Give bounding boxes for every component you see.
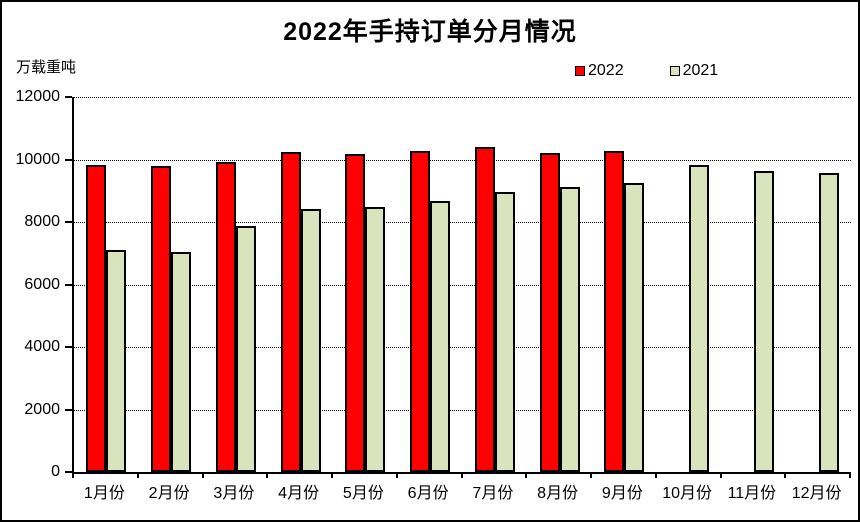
bar-group-7月份 — [463, 97, 528, 472]
x-tick-mark-6 — [460, 472, 463, 478]
x-axis-label-10月份: 10月份 — [662, 485, 713, 502]
x-tick-mark-2 — [201, 472, 204, 478]
bar-2021-4月份 — [300, 208, 321, 472]
bar-group-9月份 — [592, 97, 657, 472]
bar-2022-4月份 — [280, 151, 301, 472]
x-tick-mark-3 — [266, 472, 269, 478]
bar-group-2月份 — [139, 97, 204, 472]
x-axis-label-12月份: 12月份 — [791, 485, 842, 502]
x-tick-mark-11 — [784, 472, 787, 478]
x-tick-mark-8 — [590, 472, 592, 478]
bar-2021-6月份 — [430, 200, 451, 472]
gridline-4000 — [74, 347, 851, 348]
legend-item-2021: 2021 — [669, 62, 719, 80]
y-tick-mark-2000 — [65, 408, 72, 411]
bar-2021-8月份 — [559, 186, 580, 472]
chart-title: 2022年手持订单分月情况 — [283, 18, 577, 46]
y-tick-label-6000: 6000 — [24, 275, 60, 293]
bar-group-1月份 — [74, 97, 139, 472]
bar-group-8月份 — [527, 97, 592, 472]
gridline-2000 — [74, 409, 851, 411]
y-tick-mark-6000 — [65, 283, 72, 286]
bar-group-12月份 — [786, 97, 851, 472]
y-tick-mark-12000 — [65, 96, 72, 98]
bar-group-5月份 — [333, 97, 398, 472]
bar-2021-2月份 — [171, 251, 192, 472]
gridline-6000 — [74, 284, 851, 286]
bar-2022-2月份 — [151, 166, 172, 472]
x-axis-label-1月份: 1月份 — [83, 485, 125, 502]
y-tick-mark-0 — [65, 471, 72, 473]
bar-group-4月份 — [268, 97, 333, 472]
y-tick-label-10000: 10000 — [15, 150, 61, 168]
x-axis-label-3月份: 3月份 — [213, 485, 255, 502]
bar-2022-3月份 — [215, 161, 236, 472]
y-tick-label-2000: 2000 — [24, 400, 60, 418]
bar-2021-9月份 — [624, 182, 645, 472]
bar-2021-11月份 — [753, 170, 774, 472]
x-tick-mark-7 — [525, 472, 528, 478]
bar-group-10月份 — [657, 97, 722, 472]
gridline-12000 — [74, 97, 851, 98]
x-axis-label-2月份: 2月份 — [148, 485, 190, 502]
y-tick-mark-10000 — [65, 158, 72, 161]
bar-2021-10月份 — [689, 165, 710, 472]
gridline-10000 — [74, 159, 851, 161]
x-tick-mark-12 — [849, 472, 851, 478]
bar-2022-1月份 — [86, 164, 107, 472]
bar-2022-7月份 — [474, 147, 495, 472]
x-axis-label-8月份: 8月份 — [537, 485, 579, 502]
bar-2021-3月份 — [235, 226, 256, 472]
bar-group-11月份 — [722, 97, 787, 472]
legend: 2022 2021 — [575, 62, 718, 80]
legend-swatch-2022-icon — [575, 66, 585, 76]
x-axis-label-4月份: 4月份 — [278, 485, 320, 502]
bar-group-3月份 — [204, 97, 269, 472]
x-tick-mark-10 — [719, 472, 722, 478]
x-axis-label-9月份: 9月份 — [601, 485, 643, 502]
legend-label-2021: 2021 — [682, 62, 719, 79]
bar-2021-5月份 — [365, 206, 386, 472]
bar-2021-12月份 — [818, 172, 839, 472]
x-tick-mark-4 — [331, 472, 333, 478]
x-axis-labels: 1月份 2月份 3月份 4月份 5月份 6月份 7月份 8月份 9月份 10月份 11月份 12月份 — [72, 479, 849, 503]
bar-groups — [74, 97, 851, 472]
y-tick-label-8000: 8000 — [24, 213, 60, 230]
x-axis-label-7月份: 7月份 — [472, 485, 514, 502]
bar-2022-6月份 — [410, 150, 431, 472]
y-axis-unit-label: 万载重吨 — [16, 59, 77, 76]
y-tick-label-12000: 12000 — [15, 88, 61, 105]
x-tick-mark-5 — [395, 472, 398, 478]
legend-label-2022: 2022 — [588, 62, 624, 79]
x-tick-mark-1 — [136, 472, 139, 478]
bar-2022-5月份 — [345, 153, 366, 472]
bar-2022-9月份 — [604, 151, 625, 472]
legend-item-2022: 2022 — [575, 62, 624, 80]
x-axis-label-6月份: 6月份 — [407, 485, 449, 502]
legend-swatch-2021-icon — [669, 66, 680, 76]
bar-2021-7月份 — [494, 192, 515, 472]
y-tick-label-0: 0 — [51, 463, 60, 480]
gridline-8000 — [74, 222, 851, 223]
bar-group-6月份 — [398, 97, 463, 472]
y-tick-mark-8000 — [65, 221, 72, 223]
bar-2021-1月份 — [106, 249, 127, 472]
plot-area — [72, 97, 851, 474]
bar-2022-8月份 — [539, 152, 560, 472]
y-tick-mark-4000 — [65, 346, 72, 348]
x-tick-mark-9 — [654, 472, 657, 478]
x-axis-label-11月份: 11月份 — [727, 485, 777, 502]
y-tick-label-4000: 4000 — [24, 338, 60, 355]
x-tick-mark-0 — [72, 472, 74, 478]
x-axis-label-5月份: 5月份 — [342, 485, 384, 502]
